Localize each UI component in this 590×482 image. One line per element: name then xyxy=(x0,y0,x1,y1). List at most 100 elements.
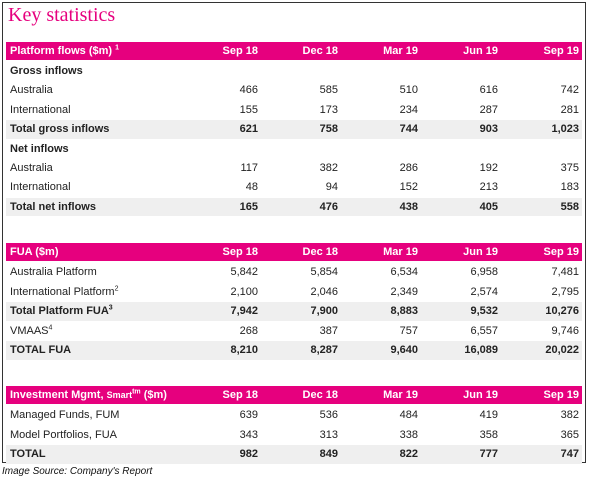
title-part: Investment Mgmt, xyxy=(10,389,107,401)
row-label: Australia Platform xyxy=(10,263,97,281)
label-text: Total net inflows xyxy=(10,200,96,213)
label-text: Net inflows xyxy=(10,142,69,155)
value-cell: 387 xyxy=(319,324,338,337)
column-header: Mar 19 xyxy=(383,389,418,401)
column-header: Sep 18 xyxy=(222,389,258,401)
value-cell: 382 xyxy=(560,409,579,421)
label-text: Gross inflows xyxy=(10,65,83,77)
value-cell: 7,942 xyxy=(230,305,258,317)
column-header: Sep 19 xyxy=(543,45,579,57)
value-cell: 48 xyxy=(245,181,258,194)
value-cell: 287 xyxy=(479,103,498,116)
row-label: Gross inflows xyxy=(10,62,83,80)
column-header: Jun 19 xyxy=(463,45,498,57)
label-text: TOTAL xyxy=(10,448,46,460)
value-cell: 6,557 xyxy=(470,324,498,337)
row-label: Model Portfolios, FUA xyxy=(10,426,117,444)
value-cell: 268 xyxy=(239,324,258,337)
value-cell: 9,532 xyxy=(470,305,498,317)
section-header: Investment Mgmt, Smarttm ($m) Sep 18 Dec 1… xyxy=(6,386,582,404)
row-label: Total gross inflows xyxy=(10,120,109,138)
value-cell: 822 xyxy=(399,448,418,460)
row-label: Total net inflows xyxy=(10,198,96,216)
row-label: International xyxy=(10,178,71,196)
value-cell: 192 xyxy=(479,162,498,174)
value-cell: 8,210 xyxy=(230,344,258,356)
row-shade xyxy=(6,445,582,464)
value-cell: 1,023 xyxy=(551,123,579,136)
value-cell: 8,883 xyxy=(390,305,418,317)
value-cell: 375 xyxy=(560,162,579,174)
section-title: Platform flows ($m) 1 xyxy=(10,42,119,60)
value-cell: 744 xyxy=(399,123,418,136)
title-part: tm xyxy=(132,388,141,396)
value-cell: 16,089 xyxy=(464,344,498,356)
title-part: Platform flows ($m) xyxy=(10,45,116,57)
row-shade xyxy=(6,302,582,321)
label-sup: 3 xyxy=(108,304,113,312)
value-cell: 510 xyxy=(399,84,418,97)
value-cell: 6,958 xyxy=(470,266,498,278)
value-cell: 757 xyxy=(399,324,418,337)
value-cell: 9,640 xyxy=(390,344,418,356)
column-header: Jun 19 xyxy=(463,246,498,258)
value-cell: 10,276 xyxy=(545,305,579,317)
value-cell: 982 xyxy=(239,448,258,460)
value-cell: 234 xyxy=(399,103,418,116)
value-cell: 358 xyxy=(479,428,498,441)
value-cell: 758 xyxy=(319,123,338,136)
value-cell: 183 xyxy=(560,181,579,194)
column-header: Sep 19 xyxy=(543,389,579,401)
value-cell: 2,349 xyxy=(390,285,418,298)
row-shade xyxy=(6,197,582,217)
value-cell: 742 xyxy=(560,84,579,97)
value-cell: 281 xyxy=(560,103,579,116)
label-text: International Platform xyxy=(10,285,115,298)
value-cell: 849 xyxy=(319,448,338,460)
value-cell: 405 xyxy=(479,200,498,213)
row-label: Net inflows xyxy=(10,140,69,158)
value-cell: 2,795 xyxy=(551,285,579,298)
column-header: Sep 19 xyxy=(543,246,579,258)
value-cell: 621 xyxy=(239,123,258,136)
value-cell: 536 xyxy=(319,409,338,421)
value-cell: 466 xyxy=(239,84,258,97)
value-cell: 152 xyxy=(399,181,418,194)
value-cell: 5,842 xyxy=(230,266,258,278)
row-label: Australia xyxy=(10,159,53,177)
row-label: TOTAL FUA xyxy=(10,341,71,359)
label-text: Total gross inflows xyxy=(10,123,110,136)
value-cell: 9,746 xyxy=(551,324,579,337)
column-header: Sep 18 xyxy=(222,45,258,57)
value-cell: 173 xyxy=(319,103,338,116)
label-text: International xyxy=(10,103,71,116)
value-cell: 484 xyxy=(399,409,418,421)
label-sup: 2 xyxy=(114,284,119,292)
value-cell: 2,574 xyxy=(470,285,498,298)
label-text: VMAAS xyxy=(10,324,49,337)
value-cell: 639 xyxy=(239,409,258,421)
row-label: Total Platform FUA3 xyxy=(10,302,113,320)
row-label: Australia xyxy=(10,81,53,99)
value-cell: 20,022 xyxy=(545,344,579,356)
value-cell: 476 xyxy=(319,200,338,213)
label-text: TOTAL FUA xyxy=(10,344,72,356)
value-cell: 165 xyxy=(239,200,258,213)
column-header: Jun 19 xyxy=(463,389,498,401)
column-header: Sep 18 xyxy=(222,246,258,258)
value-cell: 6,534 xyxy=(390,266,418,278)
value-cell: 5,854 xyxy=(310,266,338,278)
title: Key statistics xyxy=(8,4,116,26)
column-header: Mar 19 xyxy=(383,246,418,258)
row-shade xyxy=(6,341,582,360)
row-label: VMAAS4 xyxy=(10,322,52,340)
row-shade xyxy=(6,120,582,139)
value-cell: 8,287 xyxy=(310,344,338,356)
label-text: Managed Funds, FUM xyxy=(10,409,120,421)
value-cell: 7,900 xyxy=(310,305,338,317)
value-cell: 558 xyxy=(560,200,579,213)
value-cell: 365 xyxy=(560,428,579,441)
row-label: TOTAL xyxy=(10,445,46,463)
label-text: Total Platform FUA xyxy=(10,305,109,317)
label-text: Model Portfolios, FUA xyxy=(10,428,117,441)
